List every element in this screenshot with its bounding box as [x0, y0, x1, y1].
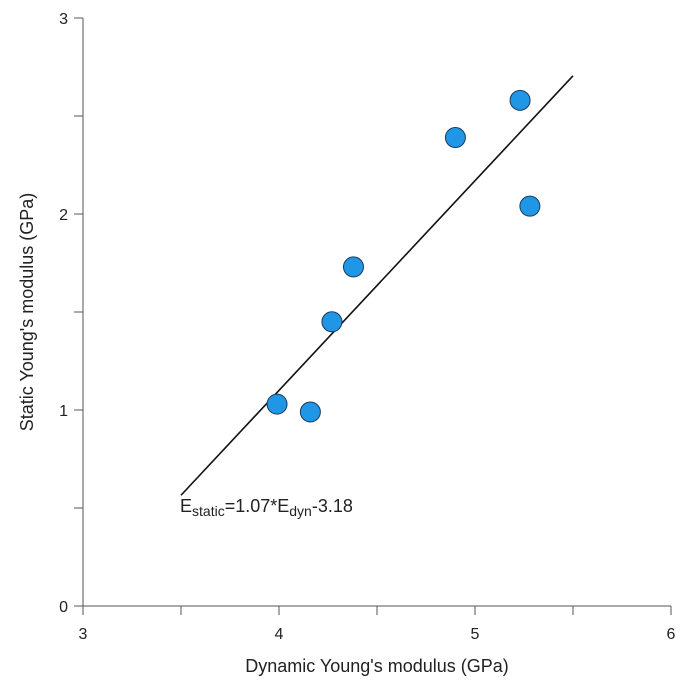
y-tick-label: 2 [59, 207, 68, 224]
x-tick-label: 4 [275, 626, 284, 643]
y-tick-label: 0 [59, 599, 68, 616]
equation-subscript: static [192, 503, 225, 519]
point [342, 256, 364, 278]
equation-text: E [180, 496, 192, 516]
x-axis-title: Dynamic Young's modulus (GPa) [245, 656, 509, 676]
point [266, 393, 288, 415]
y-tick-label: 3 [59, 11, 68, 28]
equation-text: -3.18 [312, 496, 353, 516]
x-tick-label: 3 [79, 626, 88, 643]
point [509, 89, 531, 111]
x-tick-label: 6 [667, 626, 676, 643]
x-tick-label: 5 [471, 626, 480, 643]
y-axis-title: Static Young's modulus (GPa) [17, 193, 37, 432]
point [299, 401, 321, 423]
y-tick-label: 1 [59, 403, 68, 420]
equation-text: =1.07*E [225, 496, 290, 516]
equation-subscript: dyn [289, 503, 312, 519]
fit-equation: Estatic=1.07*Edyn-3.18 [180, 496, 353, 519]
point [444, 127, 466, 149]
point [321, 311, 343, 333]
point [519, 195, 541, 217]
fit-line [180, 75, 574, 496]
